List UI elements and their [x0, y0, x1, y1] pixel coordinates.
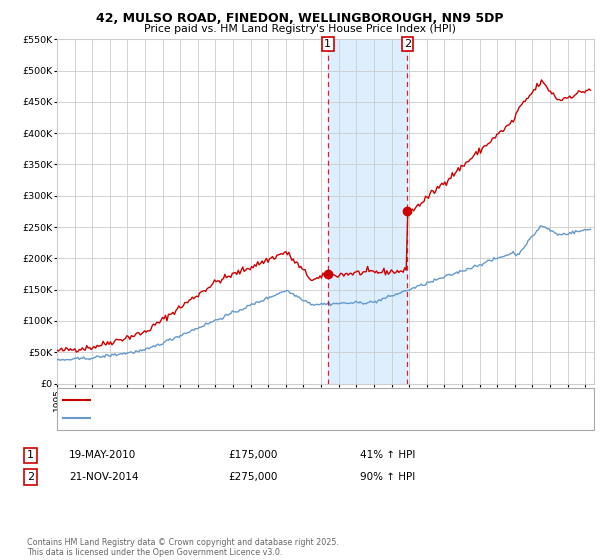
Text: HPI: Average price, semi-detached house, North Northamptonshire: HPI: Average price, semi-detached house,… — [96, 414, 399, 423]
Text: 42, MULSO ROAD, FINEDON, WELLINGBOROUGH, NN9 5DP (semi-detached house): 42, MULSO ROAD, FINEDON, WELLINGBOROUGH,… — [96, 395, 467, 404]
Text: Contains HM Land Registry data © Crown copyright and database right 2025.
This d: Contains HM Land Registry data © Crown c… — [27, 538, 339, 557]
Text: Price paid vs. HM Land Registry's House Price Index (HPI): Price paid vs. HM Land Registry's House … — [144, 24, 456, 34]
Text: 2: 2 — [27, 472, 34, 482]
Text: 19-MAY-2010: 19-MAY-2010 — [69, 450, 136, 460]
Bar — [328, 39, 407, 384]
Text: £175,000: £175,000 — [228, 450, 277, 460]
Text: 1: 1 — [324, 39, 331, 49]
Text: 42, MULSO ROAD, FINEDON, WELLINGBOROUGH, NN9 5DP: 42, MULSO ROAD, FINEDON, WELLINGBOROUGH,… — [96, 12, 504, 25]
Text: 2: 2 — [404, 39, 411, 49]
Text: £275,000: £275,000 — [228, 472, 277, 482]
Text: 21-NOV-2014: 21-NOV-2014 — [69, 472, 139, 482]
Text: 90% ↑ HPI: 90% ↑ HPI — [360, 472, 415, 482]
Text: 1: 1 — [27, 450, 34, 460]
Text: 41% ↑ HPI: 41% ↑ HPI — [360, 450, 415, 460]
